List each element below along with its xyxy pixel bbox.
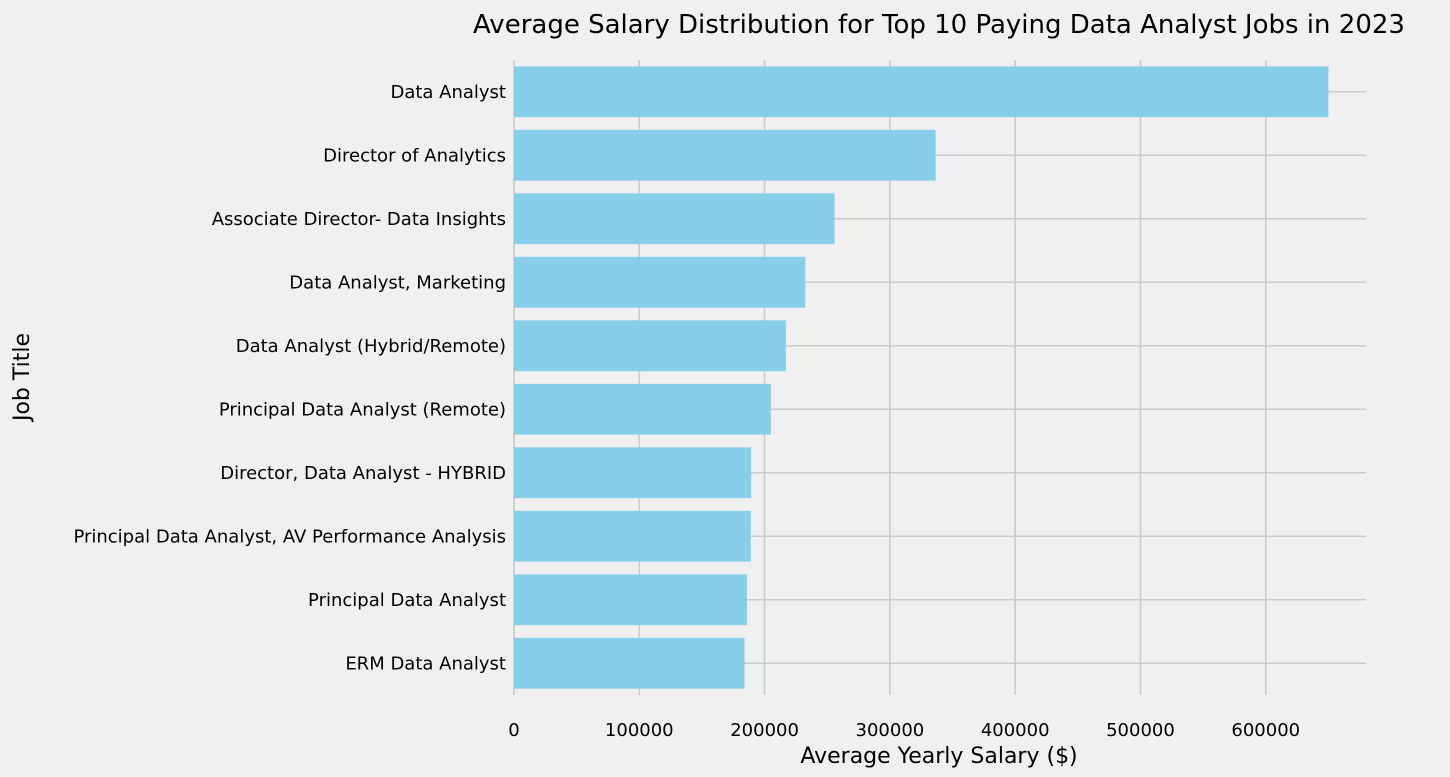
bar	[514, 383, 771, 435]
bar	[514, 256, 806, 308]
bar	[514, 637, 745, 689]
y-tick-label: Data Analyst, Marketing	[289, 272, 506, 293]
y-tick-label: Director of Analytics	[323, 145, 506, 166]
y-tick-label: Data Analyst (Hybrid/Remote)	[236, 336, 506, 357]
bar-layer	[514, 66, 1329, 689]
y-tick-label: Principal Data Analyst	[308, 590, 506, 611]
y-tick-label: Principal Data Analyst (Remote)	[219, 399, 506, 420]
x-tick-label: 300000	[856, 720, 925, 741]
bar	[514, 447, 752, 499]
y-tick-label: Principal Data Analyst, AV Performance A…	[73, 526, 506, 547]
y-tick-layer: Data Analyst Director of Analytics Associa…	[73, 82, 506, 675]
y-tick-label: Director, Data Analyst - HYBRID	[220, 463, 506, 484]
x-tick-layer: 0 100000 200000 300000 400000 500000 600000	[508, 720, 1300, 741]
x-tick-label: 200000	[730, 720, 799, 741]
x-axis-label: Average Yearly Salary ($)	[800, 744, 1077, 769]
bar	[514, 129, 936, 181]
y-tick-label: Associate Director- Data Insights	[212, 209, 506, 230]
x-tick-label: 100000	[605, 720, 674, 741]
bar	[514, 510, 751, 562]
bar	[514, 320, 786, 372]
x-tick-label: 600000	[1231, 720, 1300, 741]
y-tick-label: Data Analyst	[390, 82, 506, 103]
bar	[514, 574, 748, 626]
y-axis-label: Job Title	[10, 333, 35, 423]
chart-title: Average Salary Distribution for Top 10 P…	[473, 10, 1405, 40]
x-tick-label: 500000	[1106, 720, 1175, 741]
x-tick-label: 400000	[981, 720, 1050, 741]
x-tick-label: 0	[508, 720, 519, 741]
bar	[514, 193, 835, 245]
bar	[514, 66, 1329, 118]
y-tick-label: ERM Data Analyst	[345, 653, 506, 674]
